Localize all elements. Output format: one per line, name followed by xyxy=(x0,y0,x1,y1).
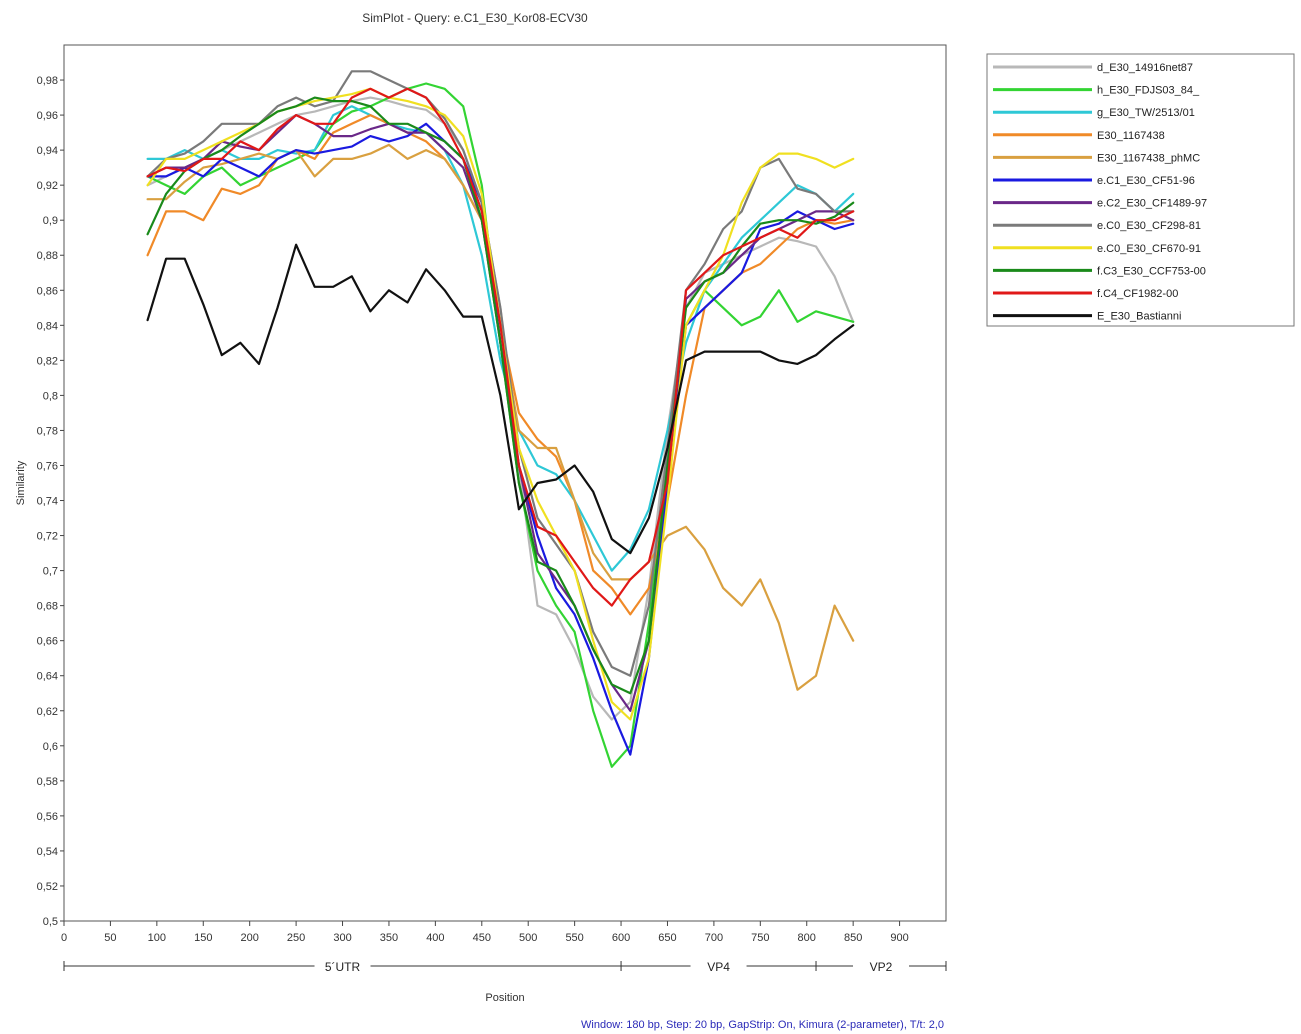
y-tick-label: 0,92 xyxy=(37,180,58,192)
legend-entry-label: f.C4_CF1982-00 xyxy=(1097,288,1178,300)
legend-entry-label: h_E30_FDJS03_84_ xyxy=(1097,85,1200,97)
legend-box xyxy=(986,53,1295,327)
x-tick-label: 600 xyxy=(612,932,630,944)
legend-entry-label: d_E30_14916net87 xyxy=(1097,62,1193,74)
x-tick-label: 650 xyxy=(658,932,676,944)
chart-title: SimPlot - Query: e.C1_E30_Kor08-ECV30 xyxy=(362,11,588,25)
region-label: 5´UTR xyxy=(325,960,361,974)
region-label-bg xyxy=(314,958,371,974)
series-line-10 xyxy=(146,87,855,607)
region-label-bg xyxy=(690,958,747,974)
y-tick-label: 0,52 xyxy=(37,881,58,893)
x-axis: 0 50 100 150 200 250 300 350 400 450 500 550 600 650 7… xyxy=(61,921,909,944)
x-tick-label: 800 xyxy=(798,932,816,944)
y-tick-label: 0,58 xyxy=(37,776,58,788)
y-tick-label: 0,96 xyxy=(37,110,58,122)
genome-region-bar: 5´UTR VP4 VP2 xyxy=(63,958,947,974)
legend: d_E30_14916net87 h_E30_FDJS03_84_ g_E30_TW… xyxy=(993,62,1207,323)
y-tick-label: 0,74 xyxy=(37,496,58,508)
legend-entry-label: E30_1167438_phMC xyxy=(1097,152,1200,164)
x-tick-label: 850 xyxy=(844,932,862,944)
x-tick-label: 0 xyxy=(61,932,67,944)
x-tick-label: 450 xyxy=(473,932,491,944)
x-tick-label: 700 xyxy=(705,932,723,944)
x-tick-label: 500 xyxy=(519,932,537,944)
legend-entry-label: e.C0_E30_CF670-91 xyxy=(1097,243,1201,255)
y-tick-label: 0,78 xyxy=(37,425,58,437)
x-tick-label: 150 xyxy=(194,932,212,944)
legend-entry-label: E30_1167438 xyxy=(1097,130,1165,142)
y-tick-label: 0,82 xyxy=(37,355,58,367)
x-tick-label: 300 xyxy=(333,932,351,944)
y-tick-label: 0,9 xyxy=(43,215,58,227)
y-tick-label: 0,62 xyxy=(37,706,58,718)
y-tick-label: 0,76 xyxy=(37,460,58,472)
y-tick-label: 0,68 xyxy=(37,601,58,613)
y-tick-label: 0,72 xyxy=(37,531,58,543)
y-tick-label: 0,7 xyxy=(43,566,58,578)
x-tick-label: 100 xyxy=(148,932,166,944)
y-tick-label: 0,8 xyxy=(43,390,58,402)
y-axis: 0,5 0,52 0,54 0,56 0,58 0,6 0,62 0,64 0,66 0,68 0,… xyxy=(37,75,64,928)
y-tick-label: 0,88 xyxy=(37,250,58,262)
y-tick-label: 0,86 xyxy=(37,285,58,297)
series-line-9 xyxy=(146,96,855,695)
y-tick-label: 0,98 xyxy=(37,75,58,87)
legend-entry-label: E_E30_Bastianni xyxy=(1097,311,1181,323)
y-axis-label: Similarity xyxy=(15,460,27,505)
y-tick-label: 0,94 xyxy=(37,145,58,157)
region-label-bg xyxy=(853,958,910,974)
y-tick-label: 0,84 xyxy=(37,320,58,332)
y-tick-label: 0,66 xyxy=(37,636,58,648)
y-tick-label: 0,5 xyxy=(43,916,58,928)
region-label: VP4 xyxy=(707,960,730,974)
x-tick-label: 50 xyxy=(104,932,116,944)
series-lines xyxy=(146,70,855,768)
x-tick-label: 250 xyxy=(287,932,305,944)
legend-entry-label: e.C1_E30_CF51-96 xyxy=(1097,175,1195,187)
x-axis-label: Position xyxy=(485,992,524,1004)
x-tick-label: 900 xyxy=(890,932,908,944)
y-tick-label: 0,54 xyxy=(37,846,58,858)
y-tick-label: 0,56 xyxy=(37,811,58,823)
plot-area-frame xyxy=(63,44,947,922)
x-tick-label: 550 xyxy=(565,932,583,944)
y-tick-label: 0,64 xyxy=(37,671,58,683)
legend-entry-label: e.C2_E30_CF1489-97 xyxy=(1097,198,1207,210)
x-tick-label: 400 xyxy=(426,932,444,944)
legend-entry-label: f.C3_E30_CCF753-00 xyxy=(1097,265,1206,277)
x-tick-label: 750 xyxy=(751,932,769,944)
series-line-11 xyxy=(146,243,855,555)
legend-entry-label: e.C0_E30_CF298-81 xyxy=(1097,220,1201,232)
simplot-parameters-footnote: Window: 180 bp, Step: 20 bp, GapStrip: O… xyxy=(581,1019,944,1031)
x-tick-label: 200 xyxy=(241,932,259,944)
x-tick-label: 350 xyxy=(380,932,398,944)
y-tick-label: 0,6 xyxy=(43,741,58,753)
region-label: VP2 xyxy=(870,960,893,974)
legend-entry-label: g_E30_TW/2513/01 xyxy=(1097,107,1195,119)
